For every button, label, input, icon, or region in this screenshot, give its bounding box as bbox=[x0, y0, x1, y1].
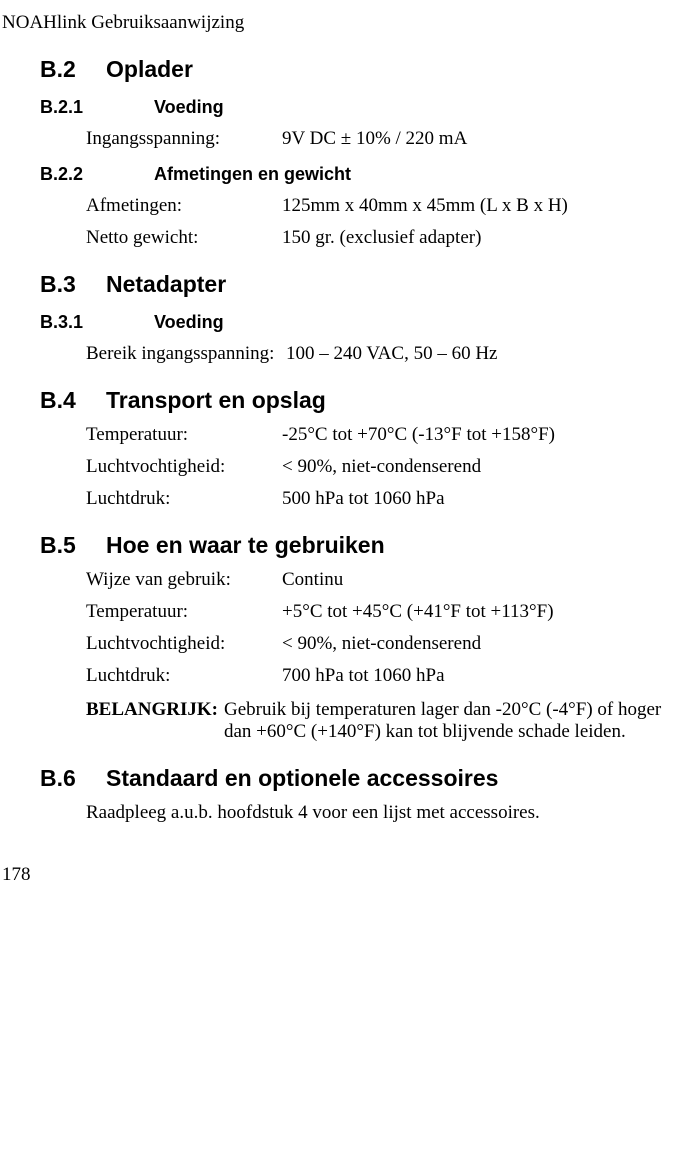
heading-number: B.4 bbox=[40, 387, 106, 414]
spec-row: Ingangsspanning: 9V DC ± 10% / 220 mA bbox=[86, 128, 686, 150]
page-number: 178 bbox=[2, 864, 686, 886]
spec-value: Continu bbox=[282, 569, 686, 591]
spec-label: Luchtdruk: bbox=[86, 665, 282, 687]
heading-b5: B.5Hoe en waar te gebruiken bbox=[40, 532, 686, 559]
spec-value: 150 gr. (exclusief adapter) bbox=[282, 227, 686, 249]
heading-title: Voeding bbox=[154, 97, 224, 117]
spec-row: Netto gewicht: 150 gr. (exclusief adapte… bbox=[86, 227, 686, 249]
heading-b3-1: B.3.1Voeding bbox=[40, 312, 686, 333]
heading-b2: B.2Oplader bbox=[40, 56, 686, 83]
spec-value: 700 hPa tot 1060 hPa bbox=[282, 665, 686, 687]
spec-row: Temperatuur: +5°C tot +45°C (+41°F tot +… bbox=[86, 601, 686, 623]
document-body: B.2Oplader B.2.1Voeding Ingangsspanning:… bbox=[8, 56, 686, 824]
heading-b2-2: B.2.2Afmetingen en gewicht bbox=[40, 164, 686, 185]
spec-label: Temperatuur: bbox=[86, 424, 282, 446]
heading-title: Oplader bbox=[106, 56, 193, 82]
heading-b6: B.6Standaard en optionele accessoires bbox=[40, 765, 686, 792]
paragraph: Raadpleeg a.u.b. hoofdstuk 4 voor een li… bbox=[86, 802, 686, 824]
spec-label: Luchtvochtigheid: bbox=[86, 456, 282, 478]
important-note: BELANGRIJK: Gebruik bij temperaturen lag… bbox=[86, 699, 686, 743]
spec-row: Luchtdruk: 700 hPa tot 1060 hPa bbox=[86, 665, 686, 687]
spec-label: Ingangsspanning: bbox=[86, 128, 282, 150]
note-label: BELANGRIJK: bbox=[86, 699, 224, 743]
spec-label: Netto gewicht: bbox=[86, 227, 282, 249]
spec-row: Luchtvochtigheid: < 90%, niet-condensere… bbox=[86, 633, 686, 655]
spec-row: Bereik ingangsspanning: 100 – 240 VAC, 5… bbox=[86, 343, 686, 365]
spec-label: Wijze van gebruik: bbox=[86, 569, 282, 591]
document-header: NOAHlink Gebruiksaanwijzing bbox=[2, 12, 686, 34]
heading-number: B.2 bbox=[40, 56, 106, 83]
heading-b4: B.4Transport en opslag bbox=[40, 387, 686, 414]
heading-b2-1: B.2.1Voeding bbox=[40, 97, 686, 118]
heading-title: Transport en opslag bbox=[106, 387, 326, 413]
spec-value: < 90%, niet-condenserend bbox=[282, 456, 686, 478]
spec-row: Afmetingen: 125mm x 40mm x 45mm (L x B x… bbox=[86, 195, 686, 217]
spec-value: +5°C tot +45°C (+41°F tot +113°F) bbox=[282, 601, 686, 623]
spec-row: Wijze van gebruik: Continu bbox=[86, 569, 686, 591]
heading-title: Netadapter bbox=[106, 271, 226, 297]
heading-number: B.2.2 bbox=[40, 164, 154, 185]
heading-b3: B.3Netadapter bbox=[40, 271, 686, 298]
spec-label: Afmetingen: bbox=[86, 195, 282, 217]
heading-title: Afmetingen en gewicht bbox=[154, 164, 351, 184]
heading-title: Hoe en waar te gebruiken bbox=[106, 532, 385, 558]
spec-value: -25°C tot +70°C (-13°F tot +158°F) bbox=[282, 424, 686, 446]
heading-number: B.6 bbox=[40, 765, 106, 792]
spec-value: 100 – 240 VAC, 50 – 60 Hz bbox=[286, 343, 686, 365]
spec-value: < 90%, niet-condenserend bbox=[282, 633, 686, 655]
spec-row: Temperatuur: -25°C tot +70°C (-13°F tot … bbox=[86, 424, 686, 446]
spec-label: Luchtdruk: bbox=[86, 488, 282, 510]
spec-row: Luchtvochtigheid: < 90%, niet-condensere… bbox=[86, 456, 686, 478]
heading-number: B.2.1 bbox=[40, 97, 154, 118]
spec-label: Temperatuur: bbox=[86, 601, 282, 623]
spec-value: 9V DC ± 10% / 220 mA bbox=[282, 128, 686, 150]
heading-number: B.5 bbox=[40, 532, 106, 559]
spec-row: Luchtdruk: 500 hPa tot 1060 hPa bbox=[86, 488, 686, 510]
heading-number: B.3 bbox=[40, 271, 106, 298]
note-text: Gebruik bij temperaturen lager dan -20°C… bbox=[224, 699, 686, 743]
heading-title: Standaard en optionele accessoires bbox=[106, 765, 498, 791]
spec-value: 125mm x 40mm x 45mm (L x B x H) bbox=[282, 195, 686, 217]
spec-label: Bereik ingangsspanning: bbox=[86, 343, 286, 365]
spec-value: 500 hPa tot 1060 hPa bbox=[282, 488, 686, 510]
heading-title: Voeding bbox=[154, 312, 224, 332]
heading-number: B.3.1 bbox=[40, 312, 154, 333]
spec-label: Luchtvochtigheid: bbox=[86, 633, 282, 655]
